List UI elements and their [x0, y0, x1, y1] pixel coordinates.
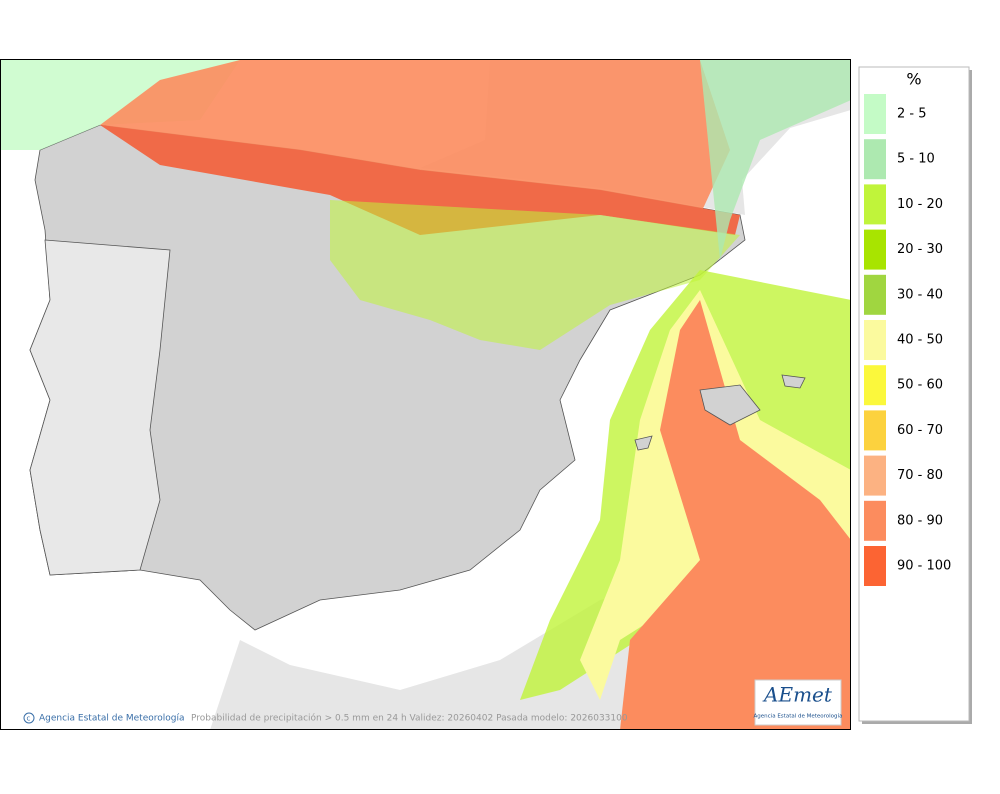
- legend-label: 70 - 80: [897, 468, 943, 483]
- legend-swatch: [864, 184, 886, 225]
- legend-swatch: [864, 365, 886, 406]
- legend-label: 2 - 5: [897, 107, 927, 122]
- legend-label: 20 - 30: [897, 242, 943, 257]
- logo-subtitle: Agencia Estatal de Meteorología: [754, 713, 843, 720]
- legend-swatch: [864, 139, 886, 180]
- legend-swatch: [864, 320, 886, 360]
- legend-title: %: [906, 70, 921, 89]
- legend: % 2 - 5 5 - 10 10 - 20 20 - 30 30 - 40 40 - 5…: [858, 66, 972, 724]
- legend-swatch: [864, 500, 886, 541]
- rain-biscay: [100, 60, 730, 215]
- legend-label: 10 - 20: [897, 197, 943, 212]
- legend-label: 60 - 70: [897, 423, 943, 438]
- portugal: [29, 239, 171, 576]
- rain-north: [100, 125, 740, 235]
- legend-label: 40 - 50: [897, 333, 943, 348]
- copyright-icon: [23, 712, 35, 724]
- legend-swatch: [864, 94, 886, 134]
- legend-swatch: [864, 229, 886, 270]
- copyright-c: c: [27, 715, 31, 723]
- legend-swatch: [864, 274, 886, 315]
- legend-swatch: [864, 410, 886, 451]
- caption: Probabilidad de precipitación > 0.5 mm e…: [191, 713, 628, 724]
- map: c Agencia Estatal de Meteorología Probab…: [0, 59, 851, 730]
- rain-ebro: [330, 200, 740, 350]
- legend-swatch: [864, 455, 886, 496]
- rain-gulf: [700, 60, 850, 260]
- legend-label: 80 - 90: [897, 513, 943, 528]
- legend-label: 5 - 10: [897, 152, 935, 167]
- legend-label: 30 - 40: [897, 287, 943, 302]
- logo-box: [754, 679, 842, 726]
- legend-swatch: [864, 546, 886, 586]
- legend-label: 50 - 60: [897, 378, 943, 393]
- rain-med-core: [620, 300, 850, 729]
- logo-text: AEmet: [762, 683, 833, 707]
- legend-label: 90 - 100: [897, 559, 951, 574]
- balearics: [634, 374, 806, 451]
- credit: Agencia Estatal de Meteorología: [39, 714, 185, 724]
